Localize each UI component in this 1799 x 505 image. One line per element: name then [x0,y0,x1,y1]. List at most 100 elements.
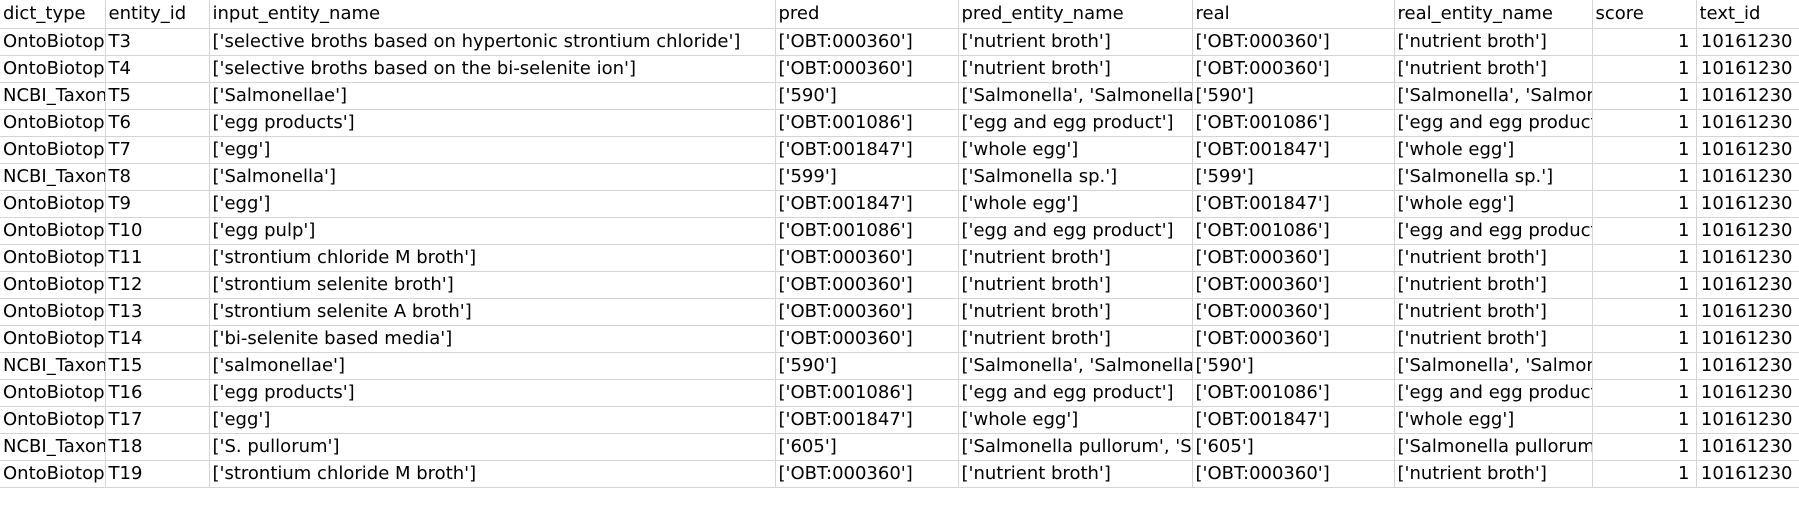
cell-pred-entity-name[interactable]: ['whole egg'] [958,136,1193,164]
cell-score[interactable]: 1 [1592,190,1697,218]
cell-pred[interactable]: ['590'] [775,352,959,380]
cell-score[interactable]: 1 [1592,433,1697,461]
cell-input-entity-name[interactable]: ['egg'] [209,190,776,218]
cell-input-entity-name[interactable]: ['egg products'] [209,379,776,407]
cell-pred[interactable]: ['OBT:001847'] [775,406,959,434]
cell-dict-type[interactable]: OntoBiotope [0,298,106,326]
column-header-entity-id[interactable]: entity_id [105,0,210,29]
cell-pred[interactable]: ['OBT:001086'] [775,109,959,137]
cell-real-entity-name[interactable]: ['Salmonella', 'Salmonella'] [1394,82,1593,110]
cell-real-entity-name[interactable]: ['Salmonella', 'Salmonella'] [1394,352,1593,380]
cell-real-entity-name[interactable]: ['nutrient broth'] [1394,298,1593,326]
cell-real[interactable]: ['OBT:000360'] [1192,55,1395,83]
cell-pred-entity-name[interactable]: ['nutrient broth'] [958,298,1193,326]
cell-real[interactable]: ['605'] [1192,433,1395,461]
cell-pred[interactable]: ['OBT:000360'] [775,460,959,488]
cell-entity-id[interactable]: T19 [105,460,210,488]
cell-input-entity-name[interactable]: ['egg pulp'] [209,217,776,245]
column-header-real[interactable]: real [1192,0,1395,29]
cell-entity-id[interactable]: T15 [105,352,210,380]
cell-entity-id[interactable]: T12 [105,271,210,299]
column-header-pred-entity-name[interactable]: pred_entity_name [958,0,1193,29]
cell-entity-id[interactable]: T7 [105,136,210,164]
cell-entity-id[interactable]: T3 [105,28,210,56]
cell-input-entity-name[interactable]: ['bi-selenite based media'] [209,325,776,353]
cell-score[interactable]: 1 [1592,244,1697,272]
cell-real[interactable]: ['OBT:001086'] [1192,217,1395,245]
cell-dict-type[interactable]: OntoBiotope [0,406,106,434]
cell-text-id[interactable]: 10161230 [1696,325,1799,353]
cell-real-entity-name[interactable]: ['whole egg'] [1394,190,1593,218]
cell-dict-type[interactable]: OntoBiotope [0,55,106,83]
cell-text-id[interactable]: 10161230 [1696,55,1799,83]
cell-real[interactable]: ['OBT:000360'] [1192,271,1395,299]
cell-pred-entity-name[interactable]: ['nutrient broth'] [958,325,1193,353]
cell-real[interactable]: ['OBT:001847'] [1192,136,1395,164]
cell-text-id[interactable]: 10161230 [1696,433,1799,461]
cell-text-id[interactable]: 10161230 [1696,217,1799,245]
cell-text-id[interactable]: 10161230 [1696,109,1799,137]
cell-input-entity-name[interactable]: ['S. pullorum'] [209,433,776,461]
cell-pred[interactable]: ['599'] [775,163,959,191]
cell-input-entity-name[interactable]: ['strontium chloride M broth'] [209,244,776,272]
cell-real-entity-name[interactable]: ['egg and egg product'] [1394,109,1593,137]
cell-text-id[interactable]: 10161230 [1696,244,1799,272]
cell-score[interactable]: 1 [1592,460,1697,488]
cell-text-id[interactable]: 10161230 [1696,352,1799,380]
cell-text-id[interactable]: 10161230 [1696,406,1799,434]
cell-real-entity-name[interactable]: ['Salmonella sp.'] [1394,163,1593,191]
cell-pred-entity-name[interactable]: ['nutrient broth'] [958,244,1193,272]
cell-pred-entity-name[interactable]: ['nutrient broth'] [958,55,1193,83]
cell-real[interactable]: ['OBT:000360'] [1192,325,1395,353]
cell-input-entity-name[interactable]: ['selective broths based on the bi-selen… [209,55,776,83]
cell-dict-type[interactable]: OntoBiotope [0,136,106,164]
column-header-real-entity-name[interactable]: real_entity_name [1394,0,1593,29]
cell-pred[interactable]: ['OBT:001847'] [775,136,959,164]
cell-pred-entity-name[interactable]: ['Salmonella', 'Salmonella'] [958,352,1193,380]
cell-real[interactable]: ['OBT:000360'] [1192,460,1395,488]
cell-real-entity-name[interactable]: ['nutrient broth'] [1394,325,1593,353]
cell-real[interactable]: ['OBT:001847'] [1192,406,1395,434]
cell-pred[interactable]: ['OBT:000360'] [775,325,959,353]
cell-real[interactable]: ['OBT:000360'] [1192,28,1395,56]
column-header-dict-type[interactable]: dict_type [0,0,106,29]
cell-real-entity-name[interactable]: ['whole egg'] [1394,406,1593,434]
cell-entity-id[interactable]: T18 [105,433,210,461]
cell-pred[interactable]: ['OBT:000360'] [775,28,959,56]
cell-entity-id[interactable]: T5 [105,82,210,110]
cell-score[interactable]: 1 [1592,271,1697,299]
cell-text-id[interactable]: 10161230 [1696,163,1799,191]
cell-real-entity-name[interactable]: ['Salmonella pullorum', 'Salmonella'] [1394,433,1593,461]
cell-score[interactable]: 1 [1592,298,1697,326]
cell-score[interactable]: 1 [1592,406,1697,434]
cell-input-entity-name[interactable]: ['strontium selenite broth'] [209,271,776,299]
cell-entity-id[interactable]: T9 [105,190,210,218]
cell-real[interactable]: ['590'] [1192,352,1395,380]
cell-dict-type[interactable]: OntoBiotope [0,217,106,245]
cell-input-entity-name[interactable]: ['egg'] [209,136,776,164]
cell-text-id[interactable]: 10161230 [1696,271,1799,299]
cell-pred[interactable]: ['OBT:001086'] [775,217,959,245]
cell-real-entity-name[interactable]: ['whole egg'] [1394,136,1593,164]
cell-pred[interactable]: ['OBT:000360'] [775,244,959,272]
cell-pred-entity-name[interactable]: ['egg and egg product'] [958,217,1193,245]
cell-score[interactable]: 1 [1592,217,1697,245]
cell-real-entity-name[interactable]: ['nutrient broth'] [1394,271,1593,299]
cell-real[interactable]: ['599'] [1192,163,1395,191]
cell-input-entity-name[interactable]: ['Salmonellae'] [209,82,776,110]
cell-pred[interactable]: ['OBT:001847'] [775,190,959,218]
cell-pred-entity-name[interactable]: ['nutrient broth'] [958,460,1193,488]
cell-dict-type[interactable]: OntoBiotope [0,271,106,299]
cell-real[interactable]: ['OBT:000360'] [1192,244,1395,272]
cell-dict-type[interactable]: OntoBiotope [0,244,106,272]
cell-dict-type[interactable]: NCBI_Taxonomy [0,433,106,461]
cell-entity-id[interactable]: T4 [105,55,210,83]
cell-real[interactable]: ['OBT:001086'] [1192,109,1395,137]
cell-pred-entity-name[interactable]: ['Salmonella sp.'] [958,163,1193,191]
cell-entity-id[interactable]: T13 [105,298,210,326]
column-header-text-id[interactable]: text_id [1696,0,1799,29]
cell-dict-type[interactable]: OntoBiotope [0,109,106,137]
cell-text-id[interactable]: 10161230 [1696,190,1799,218]
cell-pred[interactable]: ['OBT:001086'] [775,379,959,407]
cell-pred-entity-name[interactable]: ['Salmonella pullorum', 'Salmonella'] [958,433,1193,461]
